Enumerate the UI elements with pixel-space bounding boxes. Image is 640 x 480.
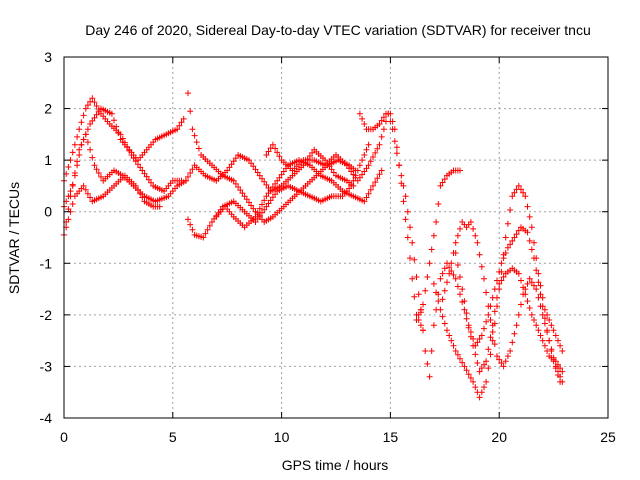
series-arc-6 — [182, 146, 357, 195]
series-markers — [430, 182, 566, 401]
y-tick-label: -2 — [40, 307, 53, 323]
y-tick-label: -4 — [40, 410, 53, 426]
x-tick-label: 25 — [600, 429, 616, 445]
series-markers — [439, 219, 566, 385]
x-tick-label: 15 — [383, 429, 399, 445]
series-arc-8 — [213, 157, 385, 231]
axis-ticks: 0 5 10 15 20 25 -4 -3 -2 -1 0 1 2 3 — [40, 49, 616, 445]
x-tick-label: 5 — [169, 429, 177, 445]
y-tick-label: -1 — [40, 255, 53, 271]
y-tick-label: 3 — [44, 49, 52, 65]
y-tick-label: 0 — [44, 204, 52, 220]
x-axis-label: GPS time / hours — [282, 457, 389, 473]
series-arc-15 — [452, 224, 564, 385]
series-markers — [185, 141, 372, 241]
series-arc-14 — [439, 219, 566, 385]
series-arc-4 — [63, 172, 163, 231]
y-tick-label: 2 — [44, 101, 52, 117]
chart-title: Day 246 of 2020, Sidereal Day-to-day VTE… — [85, 22, 591, 38]
x-tick-label: 20 — [491, 429, 507, 445]
series-markers — [263, 110, 426, 334]
y-tick-label: 1 — [44, 152, 52, 168]
x-tick-label: 0 — [60, 429, 68, 445]
series-markers — [185, 90, 359, 225]
series-markers — [452, 224, 564, 385]
x-tick-label: 10 — [274, 429, 290, 445]
plot-frame — [63, 56, 609, 419]
series-arc-7 — [185, 141, 372, 241]
series-arc-10 — [356, 110, 424, 329]
data-series — [61, 90, 566, 401]
series-markers — [182, 146, 357, 195]
y-axis-label: SDTVAR / TECUs — [6, 182, 22, 294]
series-arc-5 — [185, 90, 359, 225]
series-arc-13 — [430, 182, 566, 401]
series-markers — [213, 157, 385, 231]
y-tick-label: -3 — [40, 358, 53, 374]
series-arc-9 — [263, 110, 426, 334]
grid-lines — [64, 57, 608, 418]
series-markers — [63, 172, 163, 231]
series-markers — [356, 110, 424, 329]
